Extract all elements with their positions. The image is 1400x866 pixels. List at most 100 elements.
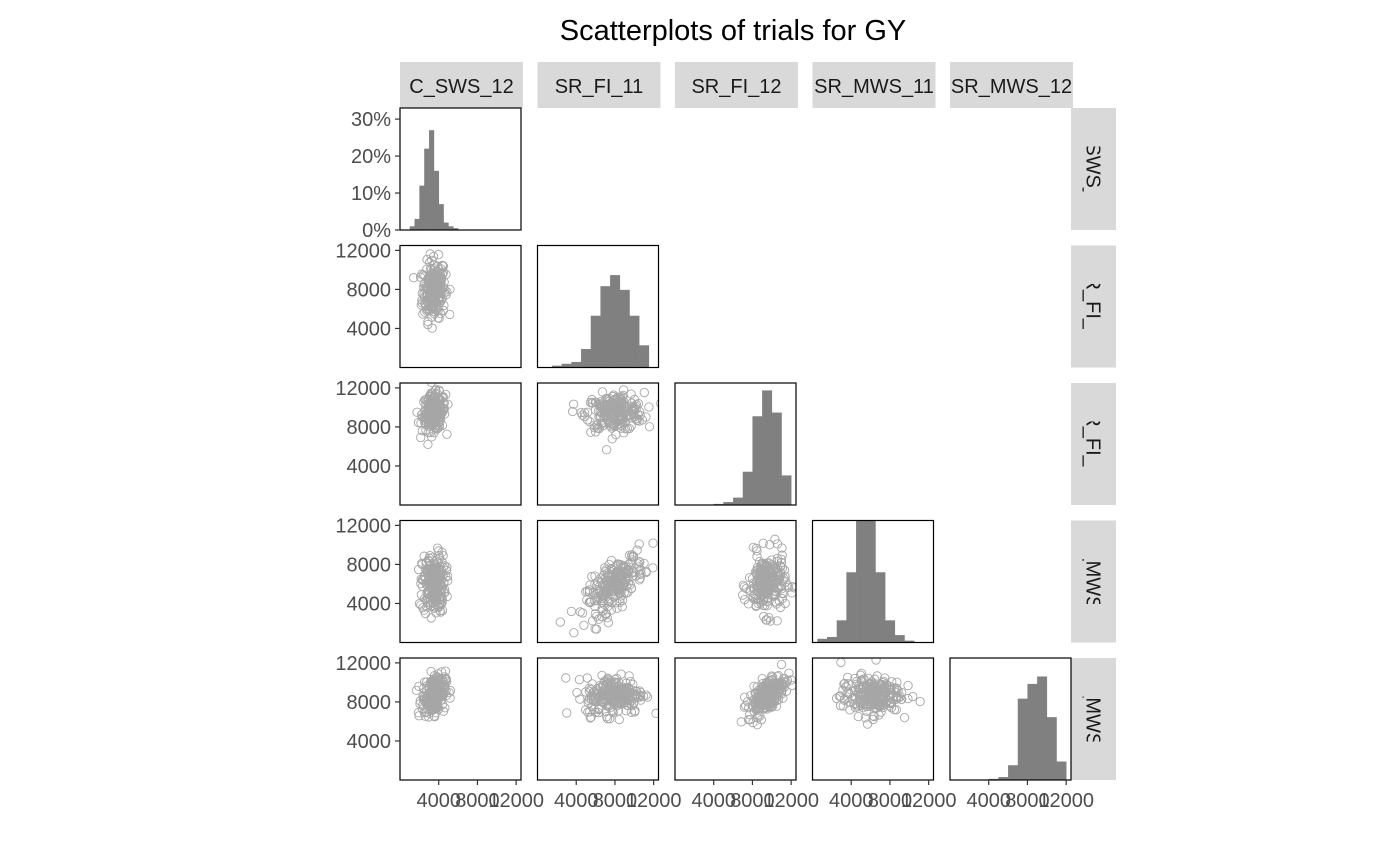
scatter-point bbox=[762, 593, 773, 603]
scatter-point bbox=[417, 298, 427, 308]
scatter-point bbox=[611, 697, 621, 707]
scatter-point bbox=[426, 568, 436, 578]
histogram-bar bbox=[742, 471, 753, 505]
scatter-point bbox=[608, 390, 619, 400]
scatter-point bbox=[768, 565, 778, 576]
scatter-point bbox=[605, 676, 615, 686]
scatter-point bbox=[765, 616, 776, 626]
row-strip-sr-mws-12: SR_MWS_12 bbox=[1071, 658, 1116, 780]
scatter-point bbox=[770, 586, 780, 596]
scatter-point bbox=[585, 713, 595, 723]
strip-background bbox=[537, 62, 661, 108]
scatter-point bbox=[588, 687, 598, 698]
scatter-point bbox=[612, 603, 622, 613]
scatter-point bbox=[893, 693, 904, 703]
scatter-point bbox=[752, 692, 762, 702]
scatter-point bbox=[601, 585, 612, 595]
scatter-point bbox=[420, 417, 430, 428]
scatter-point bbox=[574, 675, 585, 685]
scatter-point bbox=[430, 695, 440, 706]
scatter-point bbox=[627, 550, 637, 560]
scatter-point bbox=[838, 685, 848, 695]
scatter-point bbox=[777, 563, 788, 573]
histogram-bar bbox=[865, 520, 876, 643]
y-tick-label: 8000 bbox=[347, 417, 392, 439]
scatter-point bbox=[438, 267, 449, 277]
scatter-point bbox=[575, 694, 585, 704]
scatter-point bbox=[579, 620, 589, 630]
scatter-point bbox=[434, 546, 444, 556]
scatter-point bbox=[903, 693, 913, 704]
scatter-point bbox=[886, 697, 896, 707]
scatter-point bbox=[849, 686, 860, 696]
scatter-point bbox=[423, 319, 433, 330]
x-tick-label: 4000 bbox=[966, 790, 1011, 812]
histogram-bar bbox=[817, 638, 828, 643]
scatter-point bbox=[602, 677, 612, 688]
x-tick-label: 4000 bbox=[554, 790, 599, 812]
scatter-point bbox=[601, 688, 612, 698]
row-strip-sr-mws-11: SR_MWS_11 bbox=[1071, 520, 1116, 643]
scatter-point bbox=[760, 684, 770, 694]
scatter-point bbox=[631, 691, 641, 701]
scatter-point bbox=[777, 543, 787, 553]
scatter-point bbox=[889, 704, 899, 715]
scatter-point bbox=[644, 422, 655, 432]
scatter-point bbox=[634, 562, 644, 572]
scatter-point bbox=[437, 591, 447, 602]
histogram-bar bbox=[752, 416, 763, 505]
histogram-bar bbox=[836, 620, 847, 643]
histogram-bar bbox=[904, 640, 915, 643]
scatter-point bbox=[876, 679, 886, 689]
scatter-point bbox=[849, 699, 859, 710]
scatter-point bbox=[426, 383, 436, 387]
panel-sr-mws-11-vs-sr-mws-12 bbox=[811, 657, 935, 781]
column-strip-sr-mws-11: SR_MWS_11 bbox=[812, 62, 936, 108]
scatter-point bbox=[619, 561, 629, 571]
panel-grid bbox=[399, 107, 1072, 781]
scatter-point bbox=[751, 688, 761, 698]
scatter-point bbox=[593, 708, 604, 718]
strip-background bbox=[1071, 108, 1116, 230]
scatter-point bbox=[590, 601, 600, 612]
scatter-point bbox=[754, 573, 764, 583]
strip-background bbox=[1071, 245, 1116, 368]
histogram-bar bbox=[561, 363, 572, 368]
histogram-bar bbox=[771, 412, 782, 505]
panel-sr-fi-12-vs-sr-fi-12 bbox=[674, 382, 797, 506]
scatter-point bbox=[739, 702, 750, 712]
scatter-point bbox=[776, 554, 786, 564]
x-tick-label: 12000 bbox=[626, 790, 682, 812]
scatter-point bbox=[627, 701, 637, 711]
scatter-point bbox=[741, 583, 751, 594]
scatter-point bbox=[774, 583, 785, 593]
scatter-point bbox=[855, 670, 866, 680]
histogram-bar bbox=[429, 130, 435, 230]
scatter-point bbox=[876, 707, 886, 717]
scatter-point bbox=[424, 587, 435, 597]
scatter-point bbox=[598, 605, 608, 616]
panel-sr-fi-11-vs-sr-fi-12 bbox=[536, 382, 660, 506]
histogram-bar bbox=[571, 361, 582, 368]
scatter-point bbox=[843, 672, 853, 682]
column-strip-label: SR_MWS_11 bbox=[814, 76, 934, 98]
panel-border bbox=[399, 107, 522, 231]
scatter-point bbox=[776, 659, 787, 670]
y-tick-label: 20% bbox=[351, 146, 391, 168]
scatter-point bbox=[598, 595, 608, 606]
scatter-point bbox=[641, 567, 651, 578]
y-tick-label: 12000 bbox=[335, 240, 391, 262]
scatter-point bbox=[568, 399, 579, 409]
scatter-point bbox=[751, 704, 761, 715]
scatter-point bbox=[779, 565, 790, 575]
scatter-point bbox=[426, 696, 436, 706]
scatter-point bbox=[582, 586, 593, 596]
scatter-point bbox=[434, 405, 445, 415]
histogram-bar bbox=[448, 226, 454, 230]
x-tick-label: 12000 bbox=[488, 790, 544, 812]
column-strip-label: SR_MWS_12 bbox=[951, 76, 1072, 98]
scatter-point bbox=[416, 432, 426, 443]
scatter-point bbox=[625, 676, 636, 687]
scatter-point bbox=[575, 607, 585, 617]
histogram-bar bbox=[414, 218, 420, 230]
